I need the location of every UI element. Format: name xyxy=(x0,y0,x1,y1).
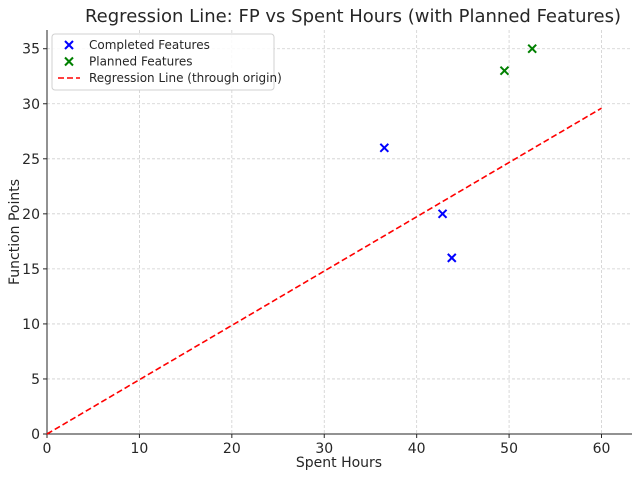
regression-line xyxy=(46,107,602,435)
y-tick-label: 20 xyxy=(22,207,40,223)
legend-marker-stroke-b xyxy=(64,56,74,67)
x-tick-label: 10 xyxy=(131,441,149,457)
x-axis-label: Spent Hours xyxy=(296,455,382,471)
x-ticks: 0 10 20 30 40 50 60 xyxy=(43,434,611,457)
planned-point-stroke-b xyxy=(527,44,537,54)
y-ticks: 0 5 10 15 20 25 30 35 xyxy=(22,42,47,443)
legend-marker xyxy=(64,56,74,67)
completed-point-stroke-b xyxy=(437,209,448,219)
y-axis-label: Function Points xyxy=(7,179,23,285)
x-tick-label: 0 xyxy=(43,441,52,457)
y-tick-label: 35 xyxy=(22,42,40,58)
planned-point-stroke-b xyxy=(499,66,510,76)
series-layer xyxy=(46,44,602,435)
planned-point xyxy=(527,44,537,54)
y-tick-label: 30 xyxy=(22,97,40,113)
grid xyxy=(46,30,632,435)
legend-label: Completed Features xyxy=(89,38,210,52)
legend-label: Regression Line (through origin) xyxy=(89,71,282,85)
completed-point-stroke-b xyxy=(447,253,457,263)
legend-label: Planned Features xyxy=(89,55,193,69)
completed-point xyxy=(447,253,457,263)
legend-marker xyxy=(64,40,74,50)
y-tick-label: 25 xyxy=(22,152,40,168)
axes xyxy=(46,30,632,435)
completed-point xyxy=(379,143,390,153)
y-tick-label: 5 xyxy=(31,372,40,388)
completed-point xyxy=(437,209,448,219)
legend: Completed Features Planned Features Regres… xyxy=(51,33,282,91)
planned-point xyxy=(499,66,510,76)
completed-point-stroke-b xyxy=(379,143,390,153)
x-tick-label: 60 xyxy=(593,441,611,457)
y-tick-label: 15 xyxy=(22,262,40,278)
x-tick-label: 20 xyxy=(223,441,241,457)
x-tick-label: 50 xyxy=(500,441,518,457)
legend-marker-stroke-b xyxy=(64,40,74,50)
chart-title: Regression Line: FP vs Spent Hours (with… xyxy=(85,6,621,27)
x-tick-label: 40 xyxy=(408,441,426,457)
x-tick-label: 30 xyxy=(315,441,333,457)
y-tick-label: 0 xyxy=(31,427,40,443)
legend-box xyxy=(51,33,275,91)
y-tick-label: 10 xyxy=(22,317,40,333)
